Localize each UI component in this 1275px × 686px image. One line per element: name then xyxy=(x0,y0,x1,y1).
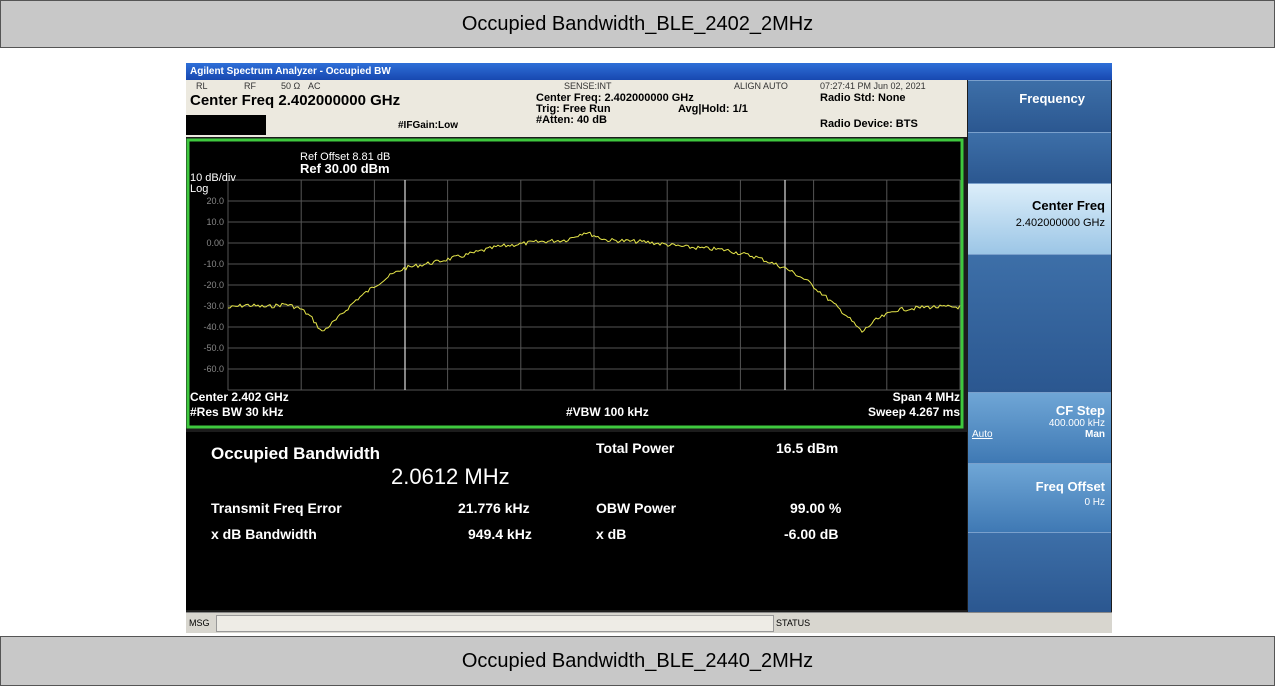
graph-border xyxy=(186,138,964,429)
header-title: Occupied Bandwidth_BLE_2402_2MHz xyxy=(0,0,1275,48)
scale: 10 dB/div xyxy=(190,172,236,184)
ref-level: Ref 30.00 dBm xyxy=(300,161,390,176)
softkey-blank xyxy=(968,132,1111,183)
radio-device: Radio Device: BTS xyxy=(820,118,918,130)
softkey-cf-step[interactable]: CF Step 400.000 kHz Auto Man xyxy=(968,392,1111,463)
tx-freq-error-label: Transmit Freq Error xyxy=(211,500,342,516)
status: STATUS xyxy=(776,618,811,628)
log: Log xyxy=(190,183,208,195)
coupling: AC xyxy=(308,81,321,91)
xdb-bw-value: 949.4 kHz xyxy=(468,526,532,542)
trace xyxy=(227,231,961,333)
sweep: Sweep 4.267 ms xyxy=(868,405,960,419)
softkey-freq-offset[interactable]: Freq Offset 0 Hz xyxy=(968,463,1111,532)
res-bw: #Res BW 30 kHz xyxy=(190,405,283,419)
footer-title: Occupied Bandwidth_BLE_2440_2MHz xyxy=(0,636,1275,686)
span: Span 4 MHz xyxy=(893,390,960,404)
freq-offset-value: 0 Hz xyxy=(1084,497,1105,508)
window-title: Agilent Spectrum Analyzer - Occupied BW xyxy=(186,63,1112,80)
impedance: 50 Ω xyxy=(281,81,301,91)
graph: Ref Offset 8.81 dB 10 dB/div Ref 30.00 dBm… xyxy=(186,138,964,429)
center-freq: Center Freq 2.402000000 GHz xyxy=(190,92,401,109)
center-freq-key: Center Freq xyxy=(1032,198,1105,213)
center-freq-key-value: 2.402000000 GHz xyxy=(1015,217,1105,229)
center-freq-short: Center Freq: 2.402000000 GHz xyxy=(536,92,694,104)
y-label: -40.0 xyxy=(203,322,224,332)
softkey-center-freq[interactable]: Center Freq 2.402000000 GHz xyxy=(968,183,1111,254)
xdb-label: x dB xyxy=(596,526,627,542)
menu-title: Frequency xyxy=(1019,91,1085,106)
y-label: -10.0 xyxy=(203,259,224,269)
y-label: -30.0 xyxy=(203,301,224,311)
y-label: 10.0 xyxy=(206,217,224,227)
y-label: -60.0 xyxy=(203,364,224,374)
softkey-blank xyxy=(968,254,1111,392)
y-label: 0.00 xyxy=(206,238,224,248)
tx-freq-error-value: 21.776 kHz xyxy=(458,500,530,516)
total-power-label: Total Power xyxy=(596,440,675,456)
sense: SENSE:INT xyxy=(564,81,612,91)
datetime: 07:27:41 PM Jun 02, 2021 xyxy=(820,81,926,91)
status-bar: RL RF 50 Ω AC SENSE:INT ALIGN AUTO 07:27… xyxy=(186,80,967,137)
results: Occupied Bandwidth 2.0612 MHz Total Powe… xyxy=(186,432,967,610)
trig: Trig: Free Run xyxy=(536,103,611,115)
xdb-value: -6.00 dB xyxy=(784,526,839,542)
obw-power-label: OBW Power xyxy=(596,500,677,516)
softkey-menu: Frequency xyxy=(968,80,1111,133)
cf-step: CF Step xyxy=(1055,403,1105,418)
msg: MSG xyxy=(189,618,210,628)
obw-label: Occupied Bandwidth xyxy=(211,444,381,463)
obw-power-value: 99.00 % xyxy=(790,500,842,516)
y-label: -50.0 xyxy=(203,343,224,353)
y-label: 20.0 xyxy=(206,196,224,206)
ref-offset: Ref Offset 8.81 dB xyxy=(300,151,390,163)
indicator xyxy=(186,115,266,135)
align: ALIGN AUTO xyxy=(734,81,788,91)
radio-std: Radio Std: None xyxy=(820,92,906,104)
msg-box xyxy=(216,615,774,632)
xdb-bw-label: x dB Bandwidth xyxy=(211,526,317,542)
avg-hold: Avg|Hold: 1/1 xyxy=(678,103,748,115)
vbw: #VBW 100 kHz xyxy=(566,405,649,419)
rf: RF xyxy=(244,81,256,91)
total-power-value: 16.5 dBm xyxy=(776,440,839,456)
auto: Auto xyxy=(972,429,993,440)
atten: #Atten: 40 dB xyxy=(536,114,607,126)
freq-offset: Freq Offset xyxy=(1035,479,1105,494)
obw-value: 2.0612 MHz xyxy=(391,464,510,489)
message-bar: MSG STATUS xyxy=(186,612,1112,633)
rl: RL xyxy=(196,81,208,91)
center: Center 2.402 GHz xyxy=(190,390,289,404)
analyzer-window: Agilent Spectrum Analyzer - Occupied BW … xyxy=(186,63,1112,633)
softkey-blank xyxy=(968,532,1111,612)
man: Man xyxy=(1085,429,1105,440)
y-label: -20.0 xyxy=(203,280,224,290)
cf-step-value: 400.000 kHz xyxy=(1048,418,1105,429)
if-gain: #IFGain:Low xyxy=(398,120,458,131)
